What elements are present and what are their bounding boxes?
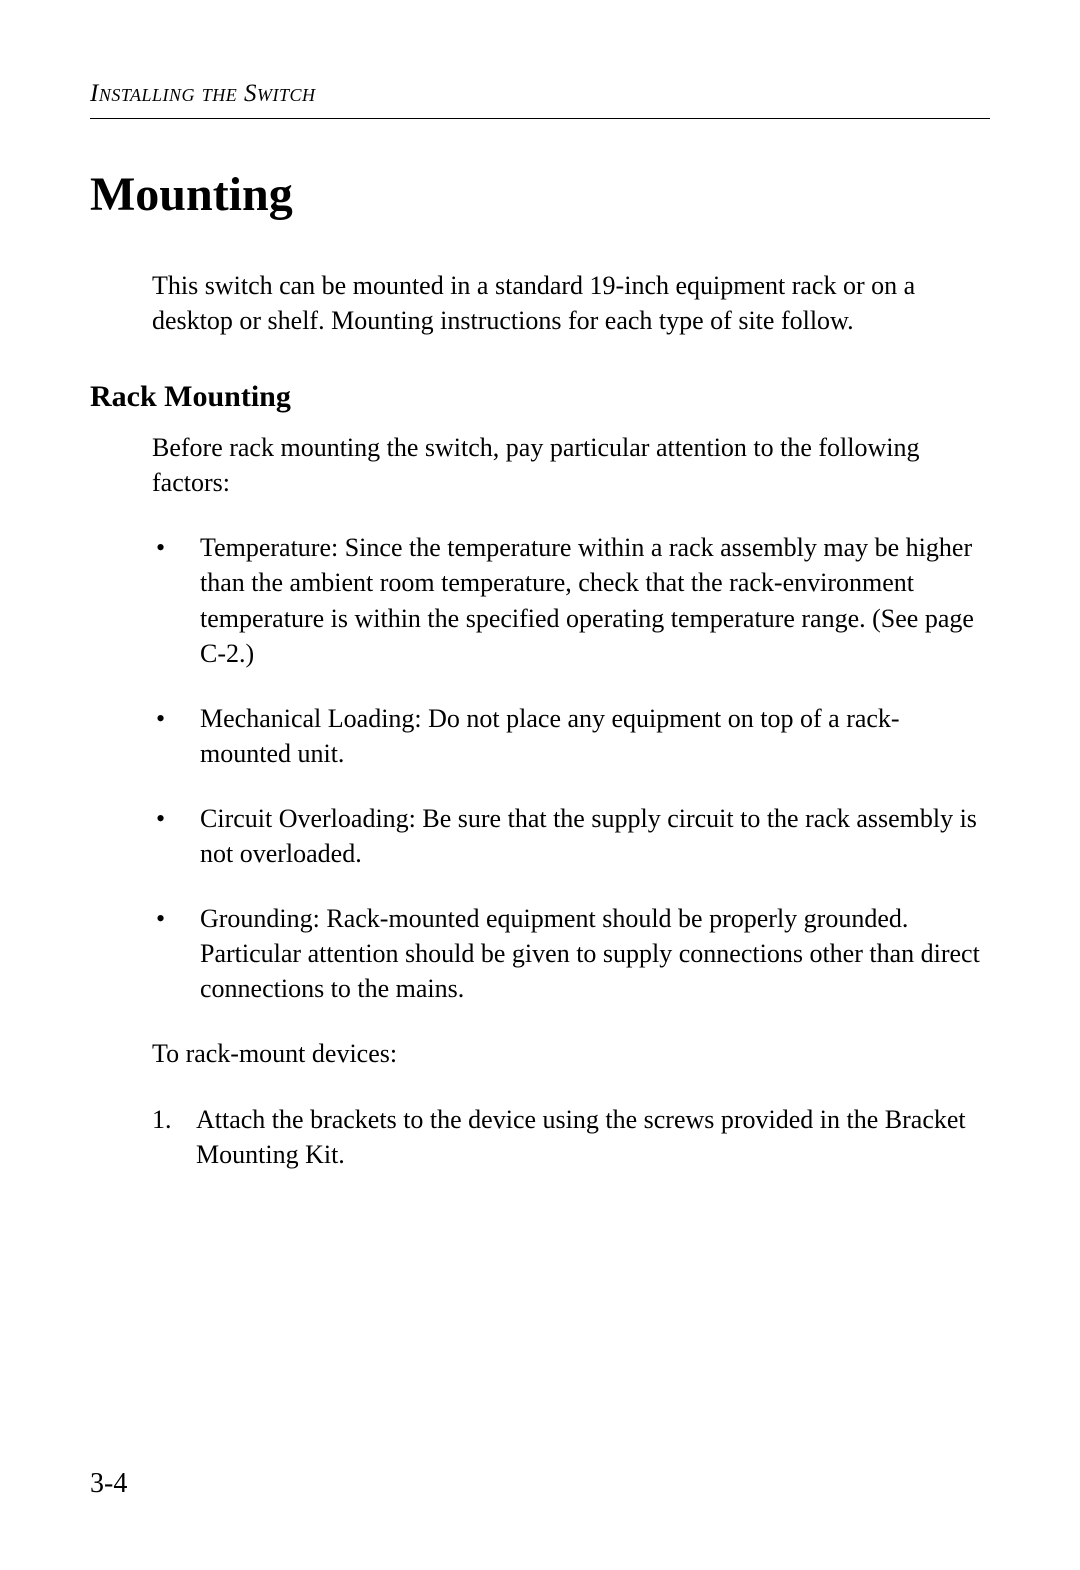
bullet-dot-icon: • <box>152 901 200 1006</box>
bullet-item: • Temperature: Since the temperature wit… <box>152 530 990 670</box>
bullet-text: Temperature: Since the temperature withi… <box>200 530 990 670</box>
step-text: Attach the brackets to the device using … <box>196 1102 990 1172</box>
bullet-list: • Temperature: Since the temperature wit… <box>152 530 990 1006</box>
bullet-text: Mechanical Loading: Do not place any equ… <box>200 701 990 771</box>
body: This switch can be mounted in a standard… <box>152 268 990 338</box>
bullet-item: • Mechanical Loading: Do not place any e… <box>152 701 990 771</box>
subheading-rack-mounting: Rack Mounting <box>90 380 990 414</box>
page-title: Mounting <box>90 167 990 222</box>
page-number: 3-4 <box>90 1468 127 1500</box>
intro-paragraph: This switch can be mounted in a standard… <box>152 268 990 338</box>
bullet-item: • Circuit Overloading: Be sure that the … <box>152 801 990 871</box>
lead-paragraph: Before rack mounting the switch, pay par… <box>152 430 990 500</box>
bullet-dot-icon: • <box>152 801 200 871</box>
running-head: Installing the Switch <box>90 80 990 108</box>
bullet-dot-icon: • <box>152 701 200 771</box>
step-item: 1. Attach the brackets to the device usi… <box>152 1102 990 1172</box>
bullet-dot-icon: • <box>152 530 200 670</box>
bullet-text: Circuit Overloading: Be sure that the su… <box>200 801 990 871</box>
bullet-item: • Grounding: Rack-mounted equipment shou… <box>152 901 990 1006</box>
after-bullets-paragraph: To rack-mount devices: <box>152 1036 990 1071</box>
page: Installing the Switch Mounting This swit… <box>0 0 1080 1172</box>
header-rule <box>90 118 990 119</box>
step-number: 1. <box>152 1102 196 1172</box>
numbered-steps: 1. Attach the brackets to the device usi… <box>152 1102 990 1172</box>
body-after-sub: Before rack mounting the switch, pay par… <box>152 430 990 1172</box>
bullet-text: Grounding: Rack-mounted equipment should… <box>200 901 990 1006</box>
